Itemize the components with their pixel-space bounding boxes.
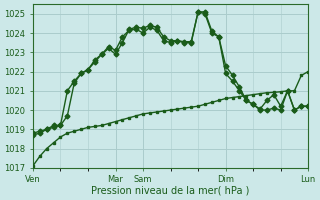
X-axis label: Pression niveau de la mer( hPa ): Pression niveau de la mer( hPa ) [92,186,250,196]
